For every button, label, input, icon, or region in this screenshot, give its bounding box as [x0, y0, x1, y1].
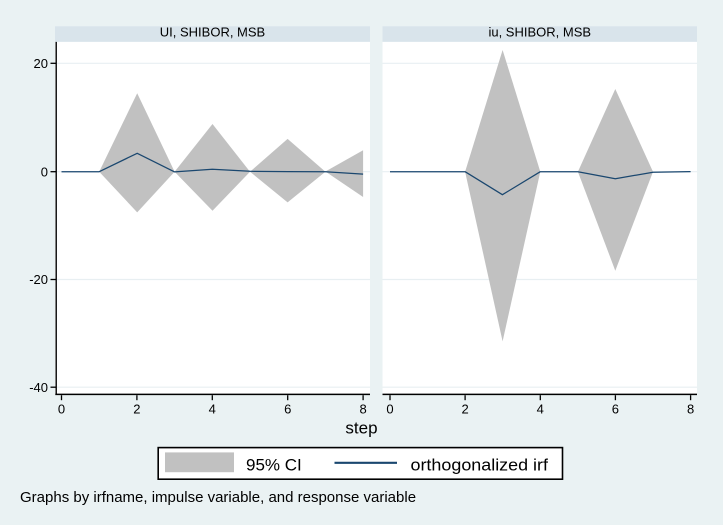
svg-text:2: 2 [461, 401, 468, 416]
svg-text:orthogonalized irf: orthogonalized irf [411, 455, 549, 474]
svg-text:2: 2 [133, 401, 140, 416]
svg-text:iu, SHIBOR, MSB: iu, SHIBOR, MSB [488, 25, 591, 40]
svg-text:4: 4 [209, 401, 216, 416]
svg-text:0: 0 [386, 401, 393, 416]
svg-text:UI, SHIBOR, MSB: UI, SHIBOR, MSB [160, 25, 265, 40]
svg-text:-40: -40 [29, 380, 48, 395]
svg-text:95% CI: 95% CI [246, 455, 302, 474]
svg-text:-20: -20 [29, 272, 48, 287]
svg-text:6: 6 [284, 401, 291, 416]
svg-text:20: 20 [34, 56, 48, 71]
svg-text:6: 6 [612, 401, 619, 416]
svg-text:0: 0 [58, 401, 65, 416]
svg-text:Graphs by irfname, impulse var: Graphs by irfname, impulse variable, and… [20, 489, 416, 506]
svg-text:0: 0 [41, 164, 48, 179]
svg-text:4: 4 [537, 401, 544, 416]
svg-text:8: 8 [687, 401, 694, 416]
svg-text:step: step [345, 419, 377, 438]
svg-text:8: 8 [359, 401, 366, 416]
